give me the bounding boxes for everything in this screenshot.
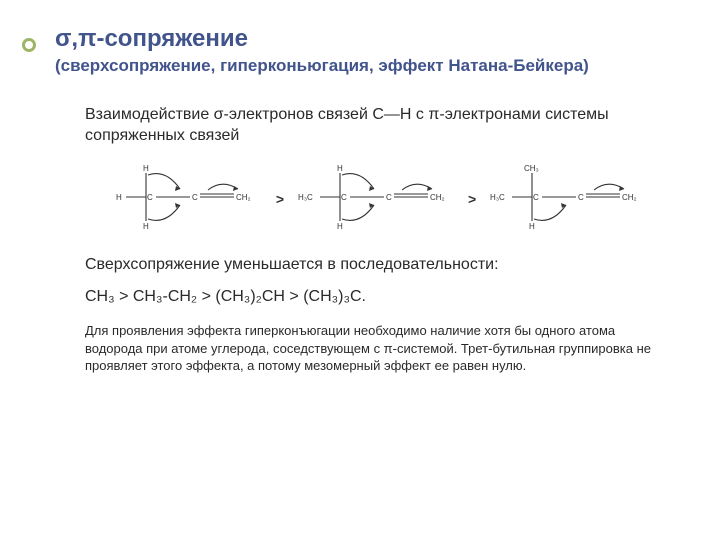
svg-text:CH₂: CH₂ [430,193,445,202]
bullet-ring [22,38,36,52]
svg-text:C: C [341,193,347,202]
molecule-1: H H H C C CH₂ [108,161,268,238]
gt-2: > [468,191,476,207]
definition-text: Взаимодействие σ-электронов связей С—Н с… [85,104,675,147]
svg-text:H: H [337,164,343,173]
svg-text:CH₂: CH₂ [236,193,251,202]
slide-title: σ,π-сопряжение [55,25,675,54]
svg-text:H: H [143,222,149,231]
svg-text:H: H [116,193,122,202]
svg-text:H: H [337,222,343,231]
svg-text:CH₂: CH₂ [622,193,637,202]
svg-text:C: C [192,193,198,202]
svg-text:C: C [386,193,392,202]
svg-text:C: C [533,193,539,202]
svg-text:C: C [147,193,153,202]
slide-subtitle: (сверхсопряжение, гиперконьюгация, эффек… [55,56,675,76]
molecule-diagram-row: H H H C C CH₂ > [85,161,675,238]
sequence-label: Сверхсопряжение уменьшается в последоват… [85,256,675,274]
gt-1: > [276,191,284,207]
svg-text:C: C [578,193,584,202]
svg-text:H₃C: H₃C [490,193,505,202]
svg-text:H₃C: H₃C [298,193,313,202]
svg-text:CH₃: CH₃ [524,164,539,173]
svg-text:H: H [143,164,149,173]
note-text: Для проявления эффекта гиперконъюгации н… [85,322,675,375]
molecule-2: H H₃C H C C CH₂ [292,161,460,238]
molecule-3: CH₃ H₃C H C C CH₂ [484,161,652,238]
svg-text:H: H [529,222,535,231]
sequence-text: CH₃ > CH₃-CH₂ > (CH₃)₂CH > (CH₃)₃C. [85,288,675,306]
